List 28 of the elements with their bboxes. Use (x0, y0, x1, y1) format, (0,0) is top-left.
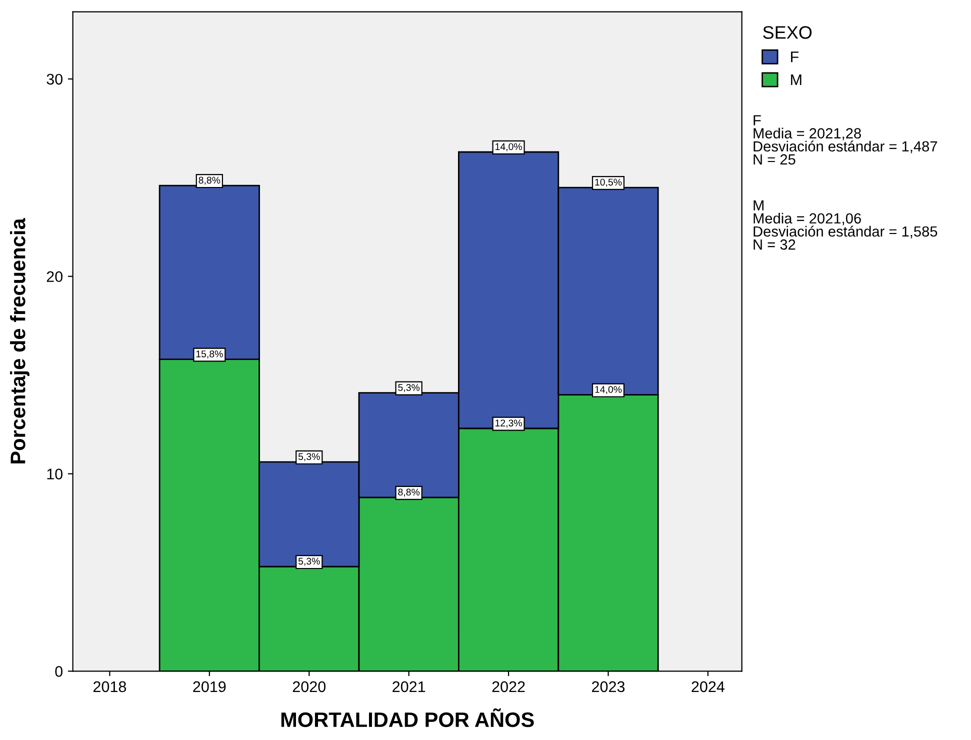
data-label: 15,8% (196, 350, 223, 359)
x-axis-title: MORTALIDAD POR AÑOS (281, 708, 534, 728)
data-label: 5,3% (398, 384, 420, 392)
data-label: 12,3% (495, 420, 522, 428)
data-label: 8,8% (198, 176, 220, 185)
y-axis-title: Porcentaje de frecuencia (10, 218, 30, 464)
y-tick-label: 10 (47, 468, 63, 480)
data-label: 8,8% (398, 488, 420, 497)
text: M Media = 2021,06 Desviación estándar = 1,585 N = 32 (754, 200, 938, 250)
y-tick-label: 0 (55, 666, 63, 677)
data-label: 10,5% (595, 178, 622, 187)
x-tick-label: 2018 (93, 681, 126, 692)
data-label: 14,0% (495, 143, 522, 152)
x-tick-label: 2023 (592, 681, 625, 692)
legend-label: M (791, 74, 802, 86)
x-tick-label: 2020 (292, 681, 326, 692)
text: F Media = 2021,28 Desviación estándar = 1,487 N = 25 (754, 115, 938, 165)
data-label: 5,3% (298, 453, 320, 462)
x-tick-label: 2021 (392, 681, 426, 692)
data-label: 14,0% (595, 386, 622, 394)
x-tick-label: 2022 (492, 681, 525, 692)
legend-title: SEXO (763, 26, 812, 39)
x-tick-label: 2019 (193, 681, 226, 692)
legend-label: F (791, 52, 799, 62)
x-tick-label: 2024 (692, 681, 724, 692)
data-label: 5,3% (298, 558, 320, 566)
y-tick-label: 30 (46, 74, 63, 85)
y-tick-label: 20 (46, 271, 63, 282)
